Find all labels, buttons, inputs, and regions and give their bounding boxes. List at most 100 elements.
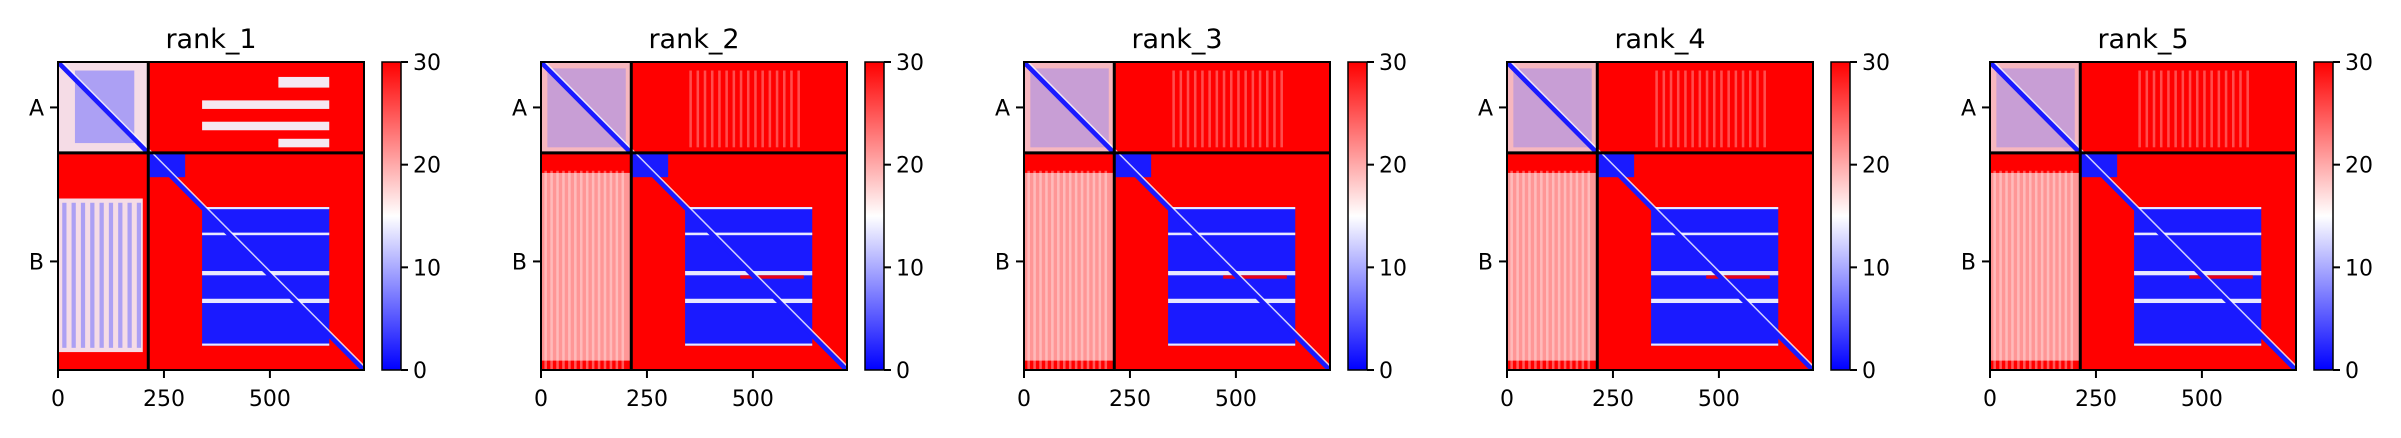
colorbar-tick-label: 30 [413,51,441,76]
interchain-stripe [2246,70,2249,148]
x-tick-label: 500 [2181,387,2223,412]
interchain-stripe [2174,70,2177,148]
interchain-stripe [1522,170,1525,370]
interchain-stripe [1280,70,1283,148]
interchain-stripe [1569,170,1573,370]
interchain-stripe [1662,70,1666,148]
interchain-stripe [1563,170,1567,370]
domain-band [1651,232,1779,236]
interchain-stripe [2217,70,2221,148]
pae-matrix [1990,62,2296,370]
interchain-stripe [585,170,589,370]
y-tick-label: B [29,250,44,275]
interchain-stripe [2239,70,2242,148]
x-tick-label: 500 [732,387,774,412]
interchain-stripe [550,170,553,370]
diagonal-line [1507,62,1813,370]
domain-edge [1168,343,1296,346]
interchain-stripe [1712,70,1716,148]
diagonal-line [541,62,847,370]
interchain-stripe [761,70,764,148]
domain-red-band [1706,275,1770,279]
colorbar-tick-label: 0 [896,359,910,384]
interchain-stripe [1074,170,1078,370]
colorbar-tick-label: 0 [2345,359,2359,384]
domain-edge [2134,207,2262,210]
interchain-stripe [609,170,613,370]
interchain-stripe [1229,70,1233,148]
interchain-stripe [2023,170,2026,370]
domain-edge [685,207,813,210]
interchain-stripe [2005,170,2008,370]
interchain-stripe [1098,170,1102,370]
x-tick-label: 0 [1983,387,1997,412]
interchain-stripe [2046,170,2050,370]
interchain-stripe [568,170,571,370]
colorbar [1347,61,1368,371]
interchain-stripe [544,170,547,370]
colorbar-tick-label: 20 [2345,154,2373,179]
colorbar-tick-label: 20 [1379,154,1407,179]
interchain-stripe [1545,170,1549,370]
interchain-stripe [1258,70,1262,148]
panel-title: rank_5 [2097,24,2188,55]
heatmap-panel: rank_5 0 250 500 A B 0 10 20 30 [1961,24,2373,412]
x-tick-label: 250 [143,387,185,412]
interchain-stripe [579,170,583,370]
interchain-stripe [710,70,714,148]
x-tick-label: 500 [249,387,291,412]
interchain-stripe [1705,70,1709,148]
interchain-stripe [746,70,750,148]
interchain-stripe [1684,70,1687,148]
interchain-region [1990,172,2081,361]
x-tick-label: 0 [1500,387,1514,412]
y-tick-label: A [1961,96,1976,121]
interchain-stripe [1215,70,1219,148]
domain-edge [1168,207,1296,210]
interchain-stripe [2195,70,2199,148]
interchain-stripe [1999,170,2002,370]
colorbar [864,61,885,371]
interchain-stripe [2064,170,2068,370]
interchain-stripe [597,170,601,370]
interchain-stripe [703,70,707,148]
interchain-stripe [1179,70,1183,148]
domain-band [2134,298,2262,304]
panel-title: rank_1 [165,24,256,55]
interchain-stripe [71,202,76,348]
interchain-stripe [1741,70,1745,148]
interchain-stripe [2138,70,2141,148]
diagonal-highlight [1026,62,1330,368]
diagonal-highlight [1509,62,1813,368]
interchain-stripe [1676,70,1680,148]
interchain-stripe [1534,170,1537,370]
domain-edge [202,207,330,210]
colorbar-tick-label: 10 [1862,256,1890,281]
interchain-stripe [1027,170,1030,370]
axes-frame [1989,61,2297,371]
domain-band [2134,232,2262,236]
interchain-stripe [574,170,577,370]
interchain-stripe [1080,170,1084,370]
y-tick-label: A [29,96,44,121]
domain-red-band [740,275,804,279]
interchain-stripe [1540,170,1543,370]
interchain-stripe [2224,70,2228,148]
interchain-stripe [790,70,793,148]
interchain-stripe [1222,70,1226,148]
domain-edge [1651,343,1779,346]
colorbar-tick-label: 0 [1862,359,1876,384]
x-tick-label: 250 [2075,387,2117,412]
pae-matrix [58,62,364,370]
colorbar-tick-label: 30 [1862,51,1890,76]
heatmap-panel: rank_4 0 250 500 A B 0 10 20 30 [1478,24,1890,412]
interchain-stripe [1186,70,1190,148]
interchain-stripe [1208,70,1211,148]
interchain-stripe [732,70,736,148]
colorbar-tick-label: 30 [896,51,924,76]
interchain-stripe [768,70,772,148]
x-tick-label: 250 [1109,387,1151,412]
domain-band [1168,232,1296,236]
domain-edge [1651,207,1779,210]
interchain-stripe [118,202,123,348]
